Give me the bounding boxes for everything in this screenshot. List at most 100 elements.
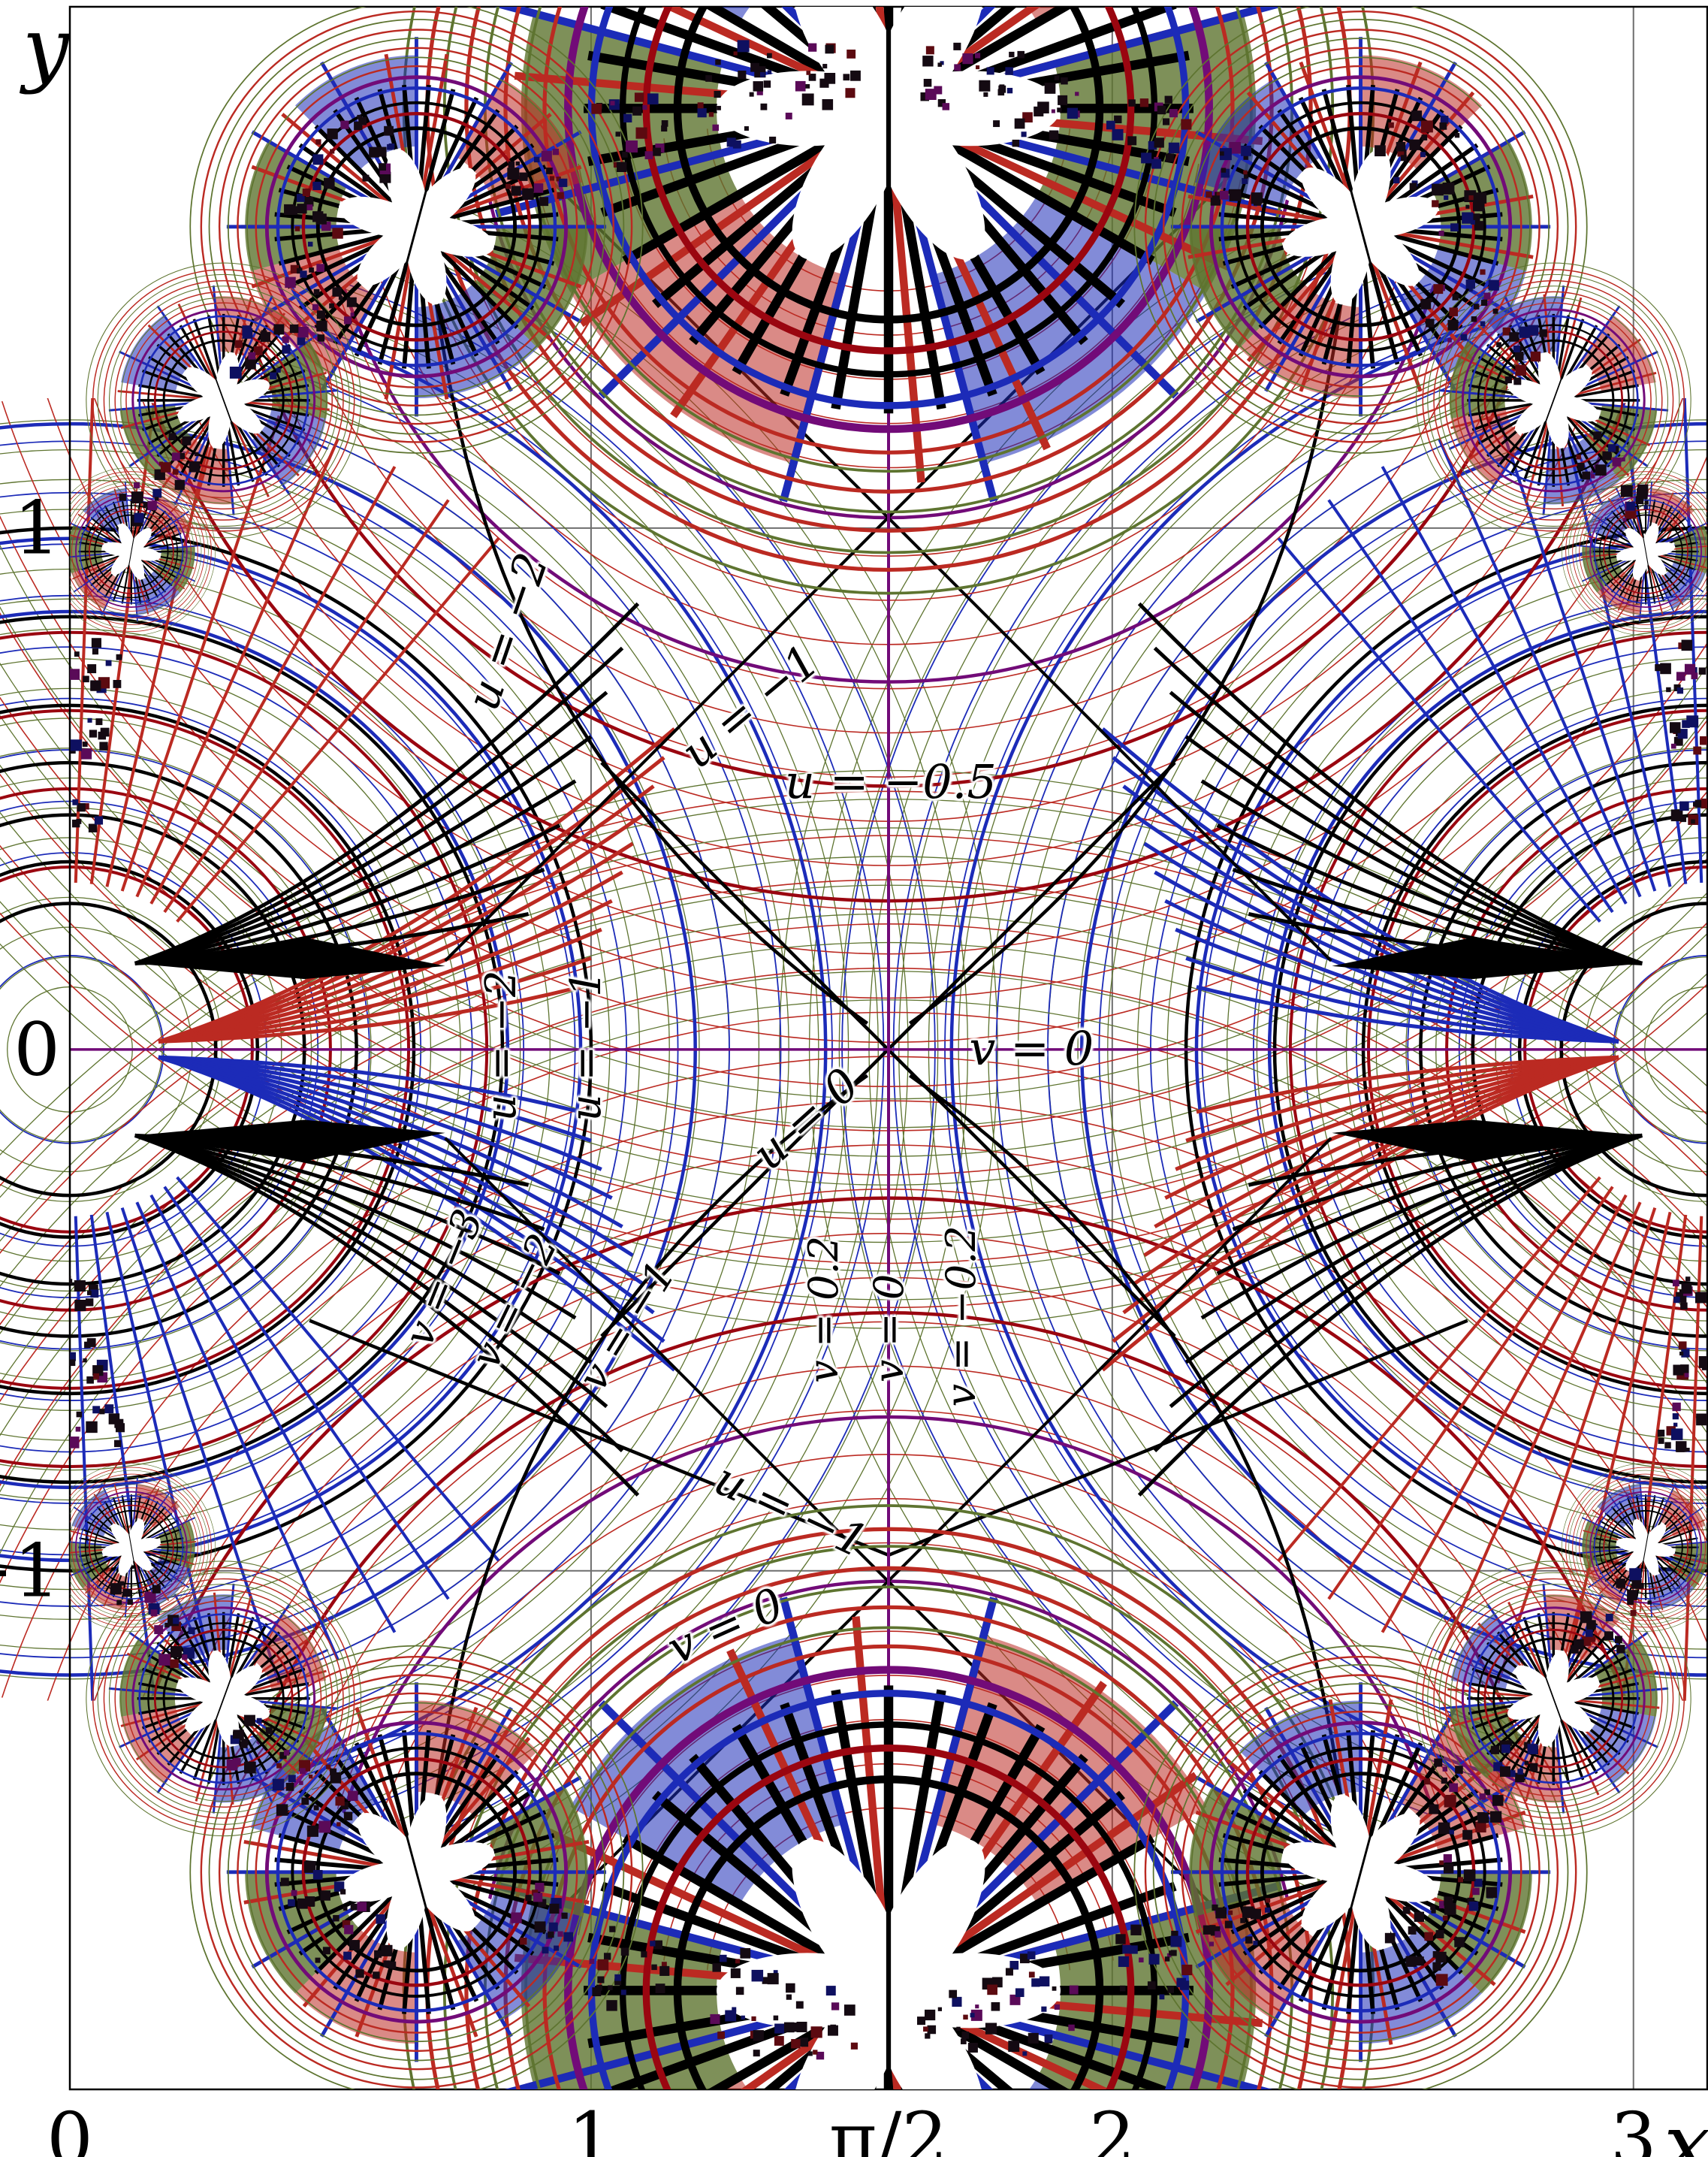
- noise-speckle: [70, 1359, 76, 1367]
- noise-speckle: [110, 1583, 122, 1595]
- noise-speckle: [1128, 99, 1136, 107]
- noise-speckle: [532, 1890, 539, 1896]
- noise-speckle: [760, 103, 768, 110]
- noise-speckle: [174, 479, 185, 490]
- noise-speckle: [1496, 342, 1501, 348]
- special-level-curve: [433, 1074, 868, 1806]
- noise-speckle: [1479, 1793, 1486, 1800]
- noise-speckle: [1008, 2041, 1020, 2053]
- noise-speckle: [226, 1759, 238, 1771]
- noise-speckle: [1471, 316, 1477, 322]
- noise-speckle: [1615, 1636, 1622, 1644]
- noise-speckle: [785, 112, 792, 119]
- noise-speckle: [993, 120, 1000, 128]
- noise-speckle: [1034, 106, 1044, 116]
- noise-speckle: [1470, 219, 1475, 225]
- noise-speckle: [355, 1969, 364, 1978]
- noise-speckle: [127, 1599, 133, 1605]
- noise-speckle: [1005, 1968, 1013, 1976]
- noise-speckle: [1397, 150, 1405, 157]
- noise-speckle: [357, 1902, 367, 1912]
- noise-speckle: [533, 156, 540, 163]
- fan-curve-red: [158, 985, 581, 1044]
- noise-speckle: [1444, 1903, 1456, 1915]
- fan-curve-blue: [158, 1055, 613, 1200]
- noise-speckle: [1472, 1887, 1480, 1896]
- noise-speckle: [1022, 2051, 1028, 2056]
- noise-speckle: [1701, 798, 1707, 809]
- noise-speckle: [661, 120, 668, 127]
- noise-speckle: [115, 1423, 125, 1433]
- noise-speckle: [1169, 109, 1178, 118]
- ray-blue: [74, 1216, 95, 1717]
- noise-speckle: [189, 461, 201, 473]
- noise-speckle: [134, 482, 140, 488]
- noise-speckle: [318, 1820, 331, 1833]
- fan-curve-black: [1216, 1133, 1643, 1276]
- noise-speckle: [806, 71, 811, 75]
- noise-speckle: [520, 1938, 527, 1945]
- noise-speckle: [622, 152, 628, 158]
- noise-speckle: [1672, 1279, 1679, 1287]
- fan-curve-blue: [1185, 956, 1619, 1044]
- noise-speckle: [74, 651, 80, 657]
- noise-speckle: [86, 1338, 96, 1347]
- noise-speckle: [730, 1968, 741, 1978]
- fan-curve-black: [134, 823, 561, 965]
- noise-speckle: [1118, 1956, 1130, 1968]
- noise-speckle: [1439, 122, 1447, 130]
- noise-speckle: [1168, 142, 1180, 154]
- noise-speckle: [1240, 1917, 1246, 1923]
- noise-speckle: [786, 1994, 792, 2000]
- noise-speckle: [1460, 334, 1468, 341]
- noise-speckle: [1675, 1441, 1687, 1452]
- noise-speckle: [77, 803, 86, 812]
- noise-speckle: [315, 1957, 321, 1963]
- fan-curve-red: [158, 956, 592, 1044]
- noise-speckle: [1660, 663, 1671, 675]
- noise-speckle: [1528, 325, 1539, 336]
- noise-speckle: [1682, 720, 1690, 728]
- noise-speckle: [296, 194, 305, 202]
- noise-speckle: [288, 1899, 295, 1907]
- noise-speckle: [1265, 1898, 1271, 1903]
- noise-speckle: [1021, 131, 1027, 137]
- noise-speckle: [1468, 1901, 1479, 1911]
- noise-speckle: [1604, 1631, 1613, 1641]
- noise-speckle: [741, 2015, 745, 2020]
- noise-speckle: [343, 1811, 353, 1820]
- noise-speckle: [940, 61, 944, 65]
- noise-speckle: [1676, 687, 1684, 694]
- noise-speckle: [923, 78, 932, 87]
- noise-speckle: [1429, 1804, 1439, 1814]
- noise-speckle: [554, 1945, 560, 1951]
- noise-speckle: [1384, 1932, 1396, 1944]
- noise-speckle: [272, 1778, 285, 1791]
- noise-speckle: [1462, 1829, 1473, 1840]
- ray-red: [163, 499, 450, 914]
- noise-speckle: [1444, 195, 1449, 201]
- noise-speckle: [608, 1985, 613, 1990]
- noise-speckle: [1057, 107, 1062, 113]
- noise-speckle: [1627, 1598, 1634, 1606]
- noise-speckle: [1216, 192, 1222, 198]
- noise-speckle: [289, 324, 299, 334]
- noise-speckle: [1480, 269, 1486, 275]
- noise-speckle: [1012, 139, 1020, 147]
- noise-speckle: [113, 680, 122, 688]
- ray-blue: [1277, 537, 1601, 923]
- noise-speckle: [1264, 1907, 1270, 1913]
- noise-speckle: [1181, 119, 1192, 130]
- noise-speckle: [1684, 1373, 1689, 1378]
- special-level-curve: [433, 293, 868, 1025]
- noise-speckle: [923, 2026, 928, 2032]
- noise-speckle: [1488, 279, 1499, 291]
- noise-speckle: [1691, 672, 1698, 680]
- noise-speckle: [1215, 1907, 1227, 1919]
- noise-speckle: [1409, 183, 1417, 190]
- noise-speckle: [773, 1970, 778, 1975]
- noise-speckle: [1577, 462, 1585, 470]
- noise-speckle: [1672, 1413, 1679, 1420]
- noise-speckle: [1477, 1812, 1489, 1823]
- noise-speckle: [515, 161, 521, 166]
